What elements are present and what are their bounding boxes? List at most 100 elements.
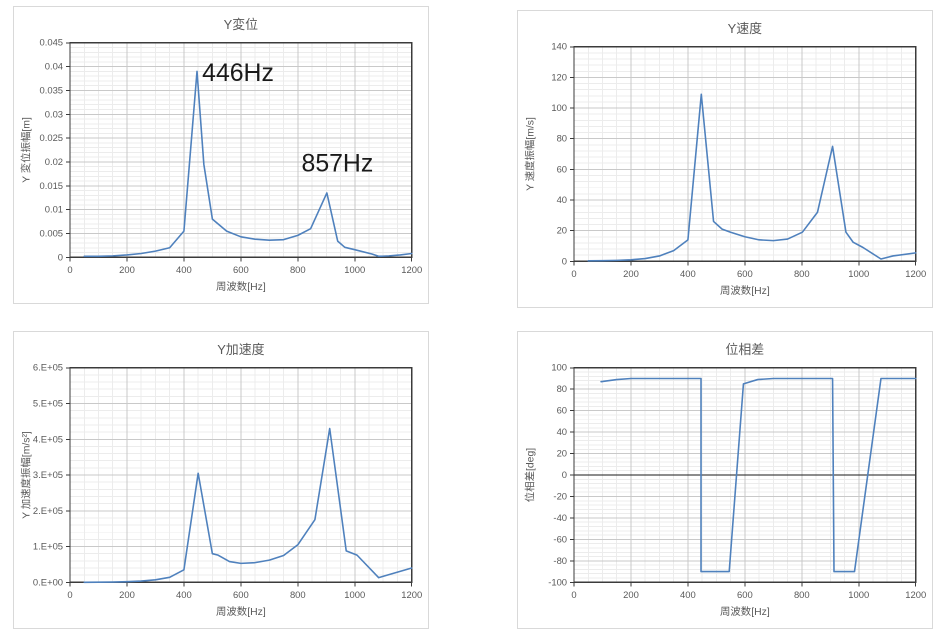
x-tick-label: 400 (176, 589, 192, 600)
y-tick-label: 0.03 (45, 108, 63, 119)
y-tick-label: 0.025 (39, 132, 63, 143)
x-tick-label: 200 (119, 589, 135, 600)
x-tick-label: 0 (67, 589, 72, 600)
x-tick-label: 1200 (905, 589, 926, 600)
x-tick-label: 200 (623, 589, 639, 600)
y-tick-label: 1.E+05 (33, 541, 63, 552)
x-tick-label: 800 (290, 264, 306, 275)
x-tick-label: 400 (680, 268, 696, 279)
x-tick-label: 1200 (905, 268, 926, 279)
y-tick-label: 100 (551, 362, 567, 373)
y-tick-label: 20 (557, 448, 567, 459)
x-tick-label: 1000 (344, 264, 365, 275)
y-axis-title: 位相差[deg] (523, 448, 536, 502)
x-tick-label: 1000 (848, 268, 869, 279)
x-tick-label: 600 (737, 268, 753, 279)
x-tick-label: 1200 (401, 264, 422, 275)
x-tick-label: 0 (571, 268, 576, 279)
y-tick-label: 0.045 (39, 37, 63, 48)
y-tick-label: 40 (557, 194, 567, 205)
peak-annotation: 857Hz (302, 151, 374, 178)
x-tick-label: 1000 (848, 589, 869, 600)
y-tick-label: 6.E+05 (33, 362, 63, 373)
chart-y-acceleration: 0.E+00 1.E+05 2.E+05 3.E+05 4.E+05 5.E+05 6.E+… (13, 331, 429, 629)
x-axis-title: 周波数[Hz] (216, 605, 266, 618)
y-tick-label: 0.E+00 (33, 576, 63, 587)
chart-title: Y変位 (224, 17, 259, 32)
y-tick-label: 2.E+05 (33, 505, 63, 516)
chart-y-velocity: 0 20 40 60 80 100 120 140 0 200 400 600 800 1000 1200 周… (517, 10, 933, 308)
y-tick-label: 0.035 (39, 84, 63, 95)
y-axis-title: Y 変位振幅[m] (19, 117, 32, 183)
y-tick-label: 40 (557, 426, 567, 437)
x-tick-label: 200 (119, 264, 135, 275)
chart-svg: 0.E+00 1.E+05 2.E+05 3.E+05 4.E+05 5.E+05 6.E+… (19, 342, 422, 618)
y-tick-label: 0.005 (39, 227, 63, 238)
x-tick-label: 400 (176, 264, 192, 275)
chart-y-displacement: 0 0.005 0.01 0.015 0.02 0.025 0.03 0.035 0.04 0.0… (13, 6, 429, 304)
major-gridlines (574, 46, 916, 262)
series-line (587, 93, 917, 262)
y-tick-label: 0.01 (45, 204, 63, 215)
x-tick-label: 800 (794, 268, 810, 279)
x-tick-label: 0 (571, 589, 576, 600)
chart-svg: 0 0.005 0.01 0.015 0.02 0.025 0.03 0.035 0.04 0.0… (19, 17, 422, 293)
x-tick-label: 400 (680, 589, 696, 600)
y-tick-label: 0.015 (39, 180, 63, 191)
chart-title: 位相差 (725, 342, 764, 357)
x-tick-label: 600 (233, 589, 249, 600)
y-tick-label: 0 (562, 469, 567, 480)
y-tick-label: -20 (553, 490, 567, 501)
plot-border (573, 367, 917, 583)
x-axis-title: 周波数[Hz] (720, 284, 770, 297)
peak-annotation: 446Hz (202, 60, 274, 87)
y-tick-label: 140 (551, 41, 567, 52)
tick-marks (570, 367, 917, 587)
x-tick-label: 800 (794, 589, 810, 600)
y-tick-label: 0.02 (45, 156, 63, 167)
y-tick-label: 0 (562, 255, 567, 266)
tick-marks (570, 46, 917, 266)
y-axis-title: Y 加速度振幅[m/s²] (19, 431, 32, 519)
series-line (600, 377, 917, 573)
y-tick-label: 60 (557, 163, 567, 174)
x-tick-label: 1000 (344, 589, 365, 600)
y-tick-label: 3.E+05 (33, 469, 63, 480)
y-tick-label: 80 (557, 383, 567, 394)
x-tick-label: 600 (233, 264, 249, 275)
chart-svg: 0 20 40 60 80 100 120 140 0 200 400 600 800 1000 1200 周… (523, 21, 926, 297)
y-tick-label: -80 (553, 555, 567, 566)
plot-border (573, 46, 917, 262)
series-line (83, 70, 413, 258)
y-tick-label: 0.04 (45, 61, 63, 72)
series-line (83, 427, 413, 584)
y-tick-label: 120 (551, 71, 567, 82)
y-tick-label: 5.E+05 (33, 397, 63, 408)
tick-marks (66, 367, 413, 587)
chart-title: Y速度 (728, 21, 763, 36)
x-tick-label: 200 (623, 268, 639, 279)
x-tick-label: 0 (67, 264, 72, 275)
y-tick-label: 80 (557, 133, 567, 144)
plot-border (69, 42, 413, 258)
major-gridlines (70, 42, 412, 258)
y-tick-label: 0 (58, 251, 63, 262)
x-axis-title: 周波数[Hz] (720, 605, 770, 618)
x-tick-label: 1200 (401, 589, 422, 600)
y-tick-label: -100 (548, 576, 567, 587)
tick-marks (66, 42, 413, 262)
x-tick-label: 600 (737, 589, 753, 600)
chart-title: Y加速度 (217, 342, 264, 357)
y-tick-label: 20 (557, 225, 567, 236)
y-tick-label: 100 (551, 102, 567, 113)
y-axis-title: Y 速度振幅[m/s] (523, 117, 536, 191)
chart-phase-difference: -100 -80 -60 -40 -20 0 20 40 60 80 100 0 200 400 600 80… (517, 331, 933, 629)
y-tick-label: -40 (553, 512, 567, 523)
y-tick-label: 60 (557, 405, 567, 416)
y-tick-label: -60 (553, 533, 567, 544)
x-axis-title: 周波数[Hz] (216, 280, 266, 293)
x-tick-label: 800 (290, 589, 306, 600)
y-tick-label: 4.E+05 (33, 433, 63, 444)
